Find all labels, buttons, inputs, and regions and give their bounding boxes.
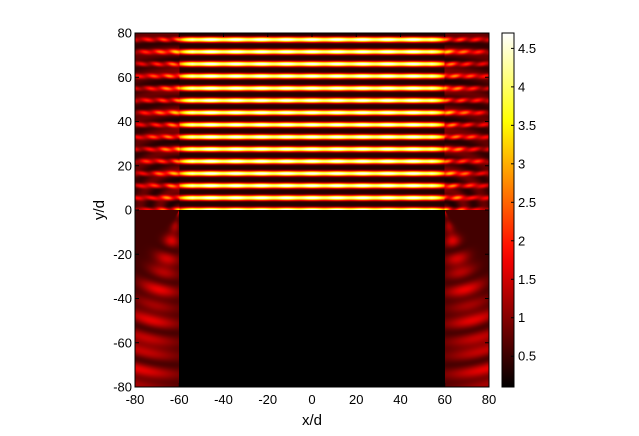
x-tick-label: -40 (214, 392, 233, 407)
x-tick-label: 80 (482, 392, 496, 407)
colorbar-tick-label: 3 (518, 156, 525, 171)
colorbar-gradient (501, 32, 515, 388)
colorbar: 0.5 1 1.5 2 2.5 3 3.5 4 4.5 (501, 32, 536, 388)
y-tick-label: -60 (113, 335, 132, 350)
x-tick-label: 40 (393, 392, 407, 407)
colorbar-tick-label: 2.5 (518, 195, 536, 210)
colorbar-tick-label: 2 (518, 233, 525, 248)
y-tick-label: 40 (118, 114, 132, 129)
y-tick-label: -20 (113, 247, 132, 262)
colorbar-tick-label: 1.5 (518, 272, 536, 287)
colorbar-tick-label: 1 (518, 310, 525, 325)
y-tick-label: -80 (113, 380, 132, 395)
x-tick-label: 0 (308, 392, 315, 407)
y-tick-label: 60 (118, 70, 132, 85)
y-tick-label: 20 (118, 158, 132, 173)
y-tick-label: -40 (113, 291, 132, 306)
y-tick-label: 80 (118, 26, 132, 41)
x-axis: -80 -60 -40 -20 0 20 40 60 80 (126, 33, 496, 407)
heatmap-raster (135, 33, 489, 387)
x-tick-label: -20 (258, 392, 277, 407)
y-axis-label: y/d (91, 200, 108, 220)
x-tick-label: 20 (349, 392, 363, 407)
x-tick-label: 60 (438, 392, 452, 407)
colorbar-tick-label: 3.5 (518, 118, 536, 133)
x-axis-label: x/d (302, 412, 322, 429)
heatmap-image (135, 33, 489, 387)
colorbar-tick-label: 0.5 (518, 349, 536, 364)
y-tick-label: 0 (125, 203, 132, 218)
x-tick-label: -60 (170, 392, 189, 407)
colorbar-tick-label: 4 (518, 79, 525, 94)
colorbar-tick-label: 4.5 (518, 41, 536, 56)
x-tick-label: -80 (126, 392, 145, 407)
y-axis: -80 -60 -40 -20 0 20 40 60 80 (113, 26, 489, 395)
